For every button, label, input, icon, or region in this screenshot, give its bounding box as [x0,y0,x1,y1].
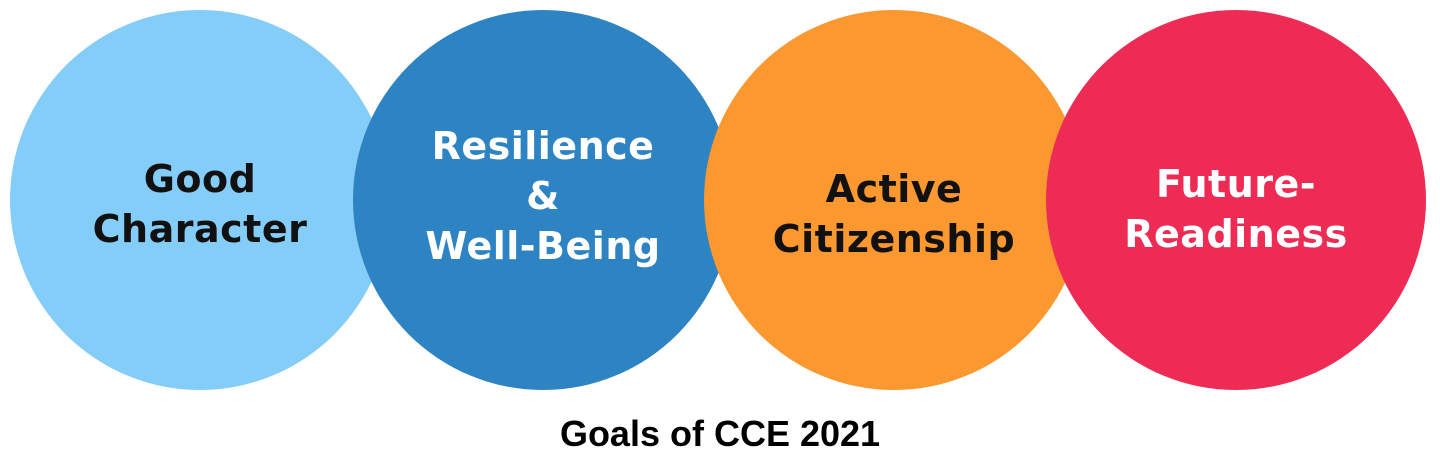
goal-label-line: Character [92,207,308,251]
goal-label: Resilience & Well-Being [425,121,660,271]
goal-label: Future- Readiness [1124,159,1347,259]
diagram-caption: Goals of CCE 2021 [559,413,881,454]
goal-label-line: Readiness [1124,212,1348,256]
goal-label: Active Citizenship [773,164,1015,264]
goal-label: Good Character [93,154,308,254]
goal-circle-active-citizenship: Active Citizenship [704,10,1084,390]
goal-circle-good-character: Good Character [10,10,390,390]
goal-label-line: & [526,174,560,218]
goal-label-line: Resilience [431,124,655,168]
goal-label-line: Active [825,167,963,211]
goal-label-line: Good [143,157,257,201]
goal-label-line: Future- [1155,162,1317,206]
goal-circle-future-readiness: Future- Readiness [1046,10,1426,390]
goal-circle-resilience-well-being: Resilience & Well-Being [353,10,733,390]
goal-label-line: Well-Being [425,224,661,268]
goal-label-line: Citizenship [772,217,1016,261]
